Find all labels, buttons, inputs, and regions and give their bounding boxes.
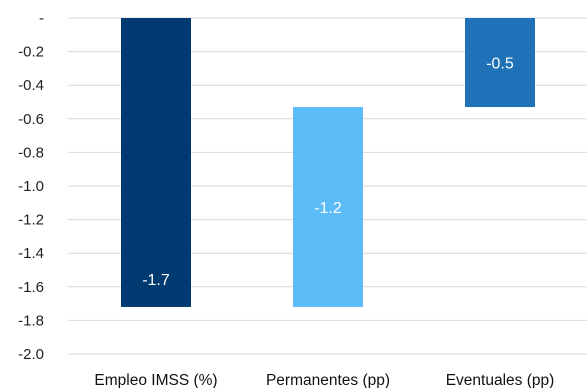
category-label: Eventuales (pp) <box>446 372 555 388</box>
y-tick-label: - <box>39 10 44 27</box>
data-label: -1.7 <box>142 272 170 289</box>
y-tick-label: -0.2 <box>18 44 44 61</box>
bar <box>293 107 363 307</box>
y-tick-label: -0.6 <box>18 111 44 128</box>
bar <box>121 18 191 307</box>
y-tick-label: -1.4 <box>18 245 44 262</box>
data-labels: -1.7 -1.2 -0.5 <box>142 56 514 289</box>
bars <box>121 18 535 307</box>
category-label: Permanentes (pp) <box>266 372 390 388</box>
y-tick-label: -2.0 <box>18 346 44 363</box>
x-axis-category-labels: Empleo IMSS (%) Permanentes (pp) Eventuale… <box>94 372 554 388</box>
y-tick-label: -1.2 <box>18 212 44 229</box>
y-tick-label: -1.0 <box>18 178 44 195</box>
data-label: -0.5 <box>486 56 514 73</box>
bar <box>465 18 535 108</box>
y-tick-label: -1.8 <box>18 312 44 329</box>
y-tick-label: -0.8 <box>18 144 44 161</box>
category-label: Empleo IMSS (%) <box>94 372 217 388</box>
y-tick-label: -0.4 <box>18 77 44 94</box>
data-label: -1.2 <box>314 200 342 217</box>
y-axis-tick-labels: - -0.2 -0.4 -0.6 -0.8 -1.0 -1.2 -1.4 -1.6 -1.8 -2.… <box>18 10 44 363</box>
y-tick-label: -1.6 <box>18 279 44 296</box>
